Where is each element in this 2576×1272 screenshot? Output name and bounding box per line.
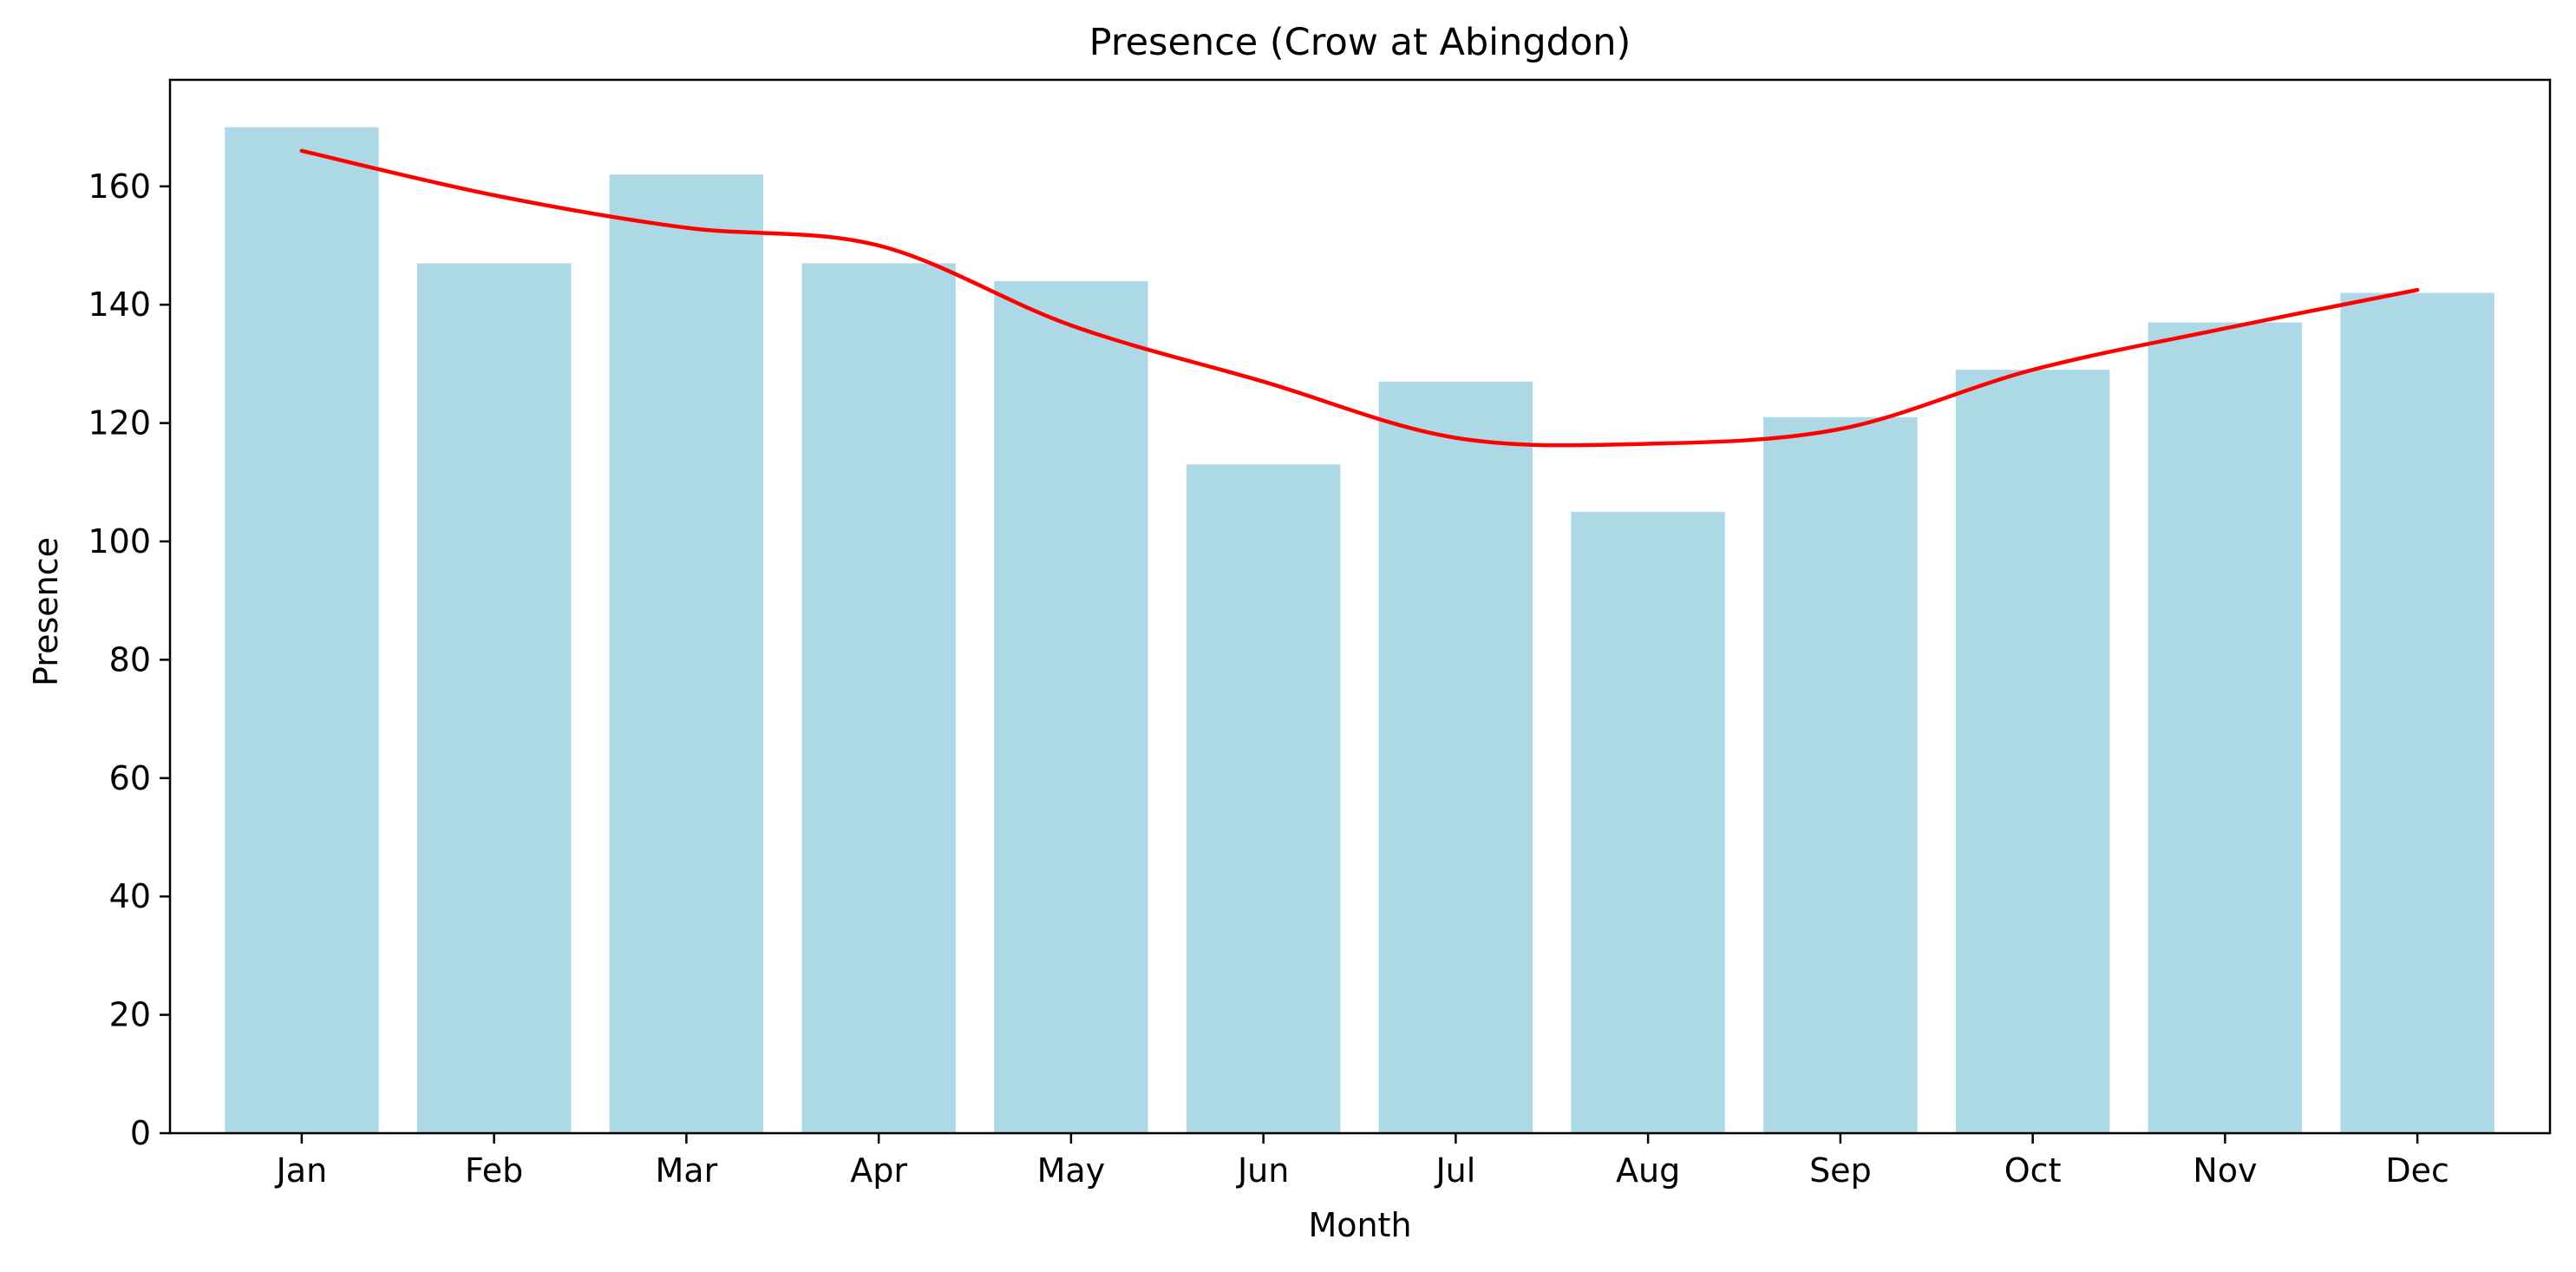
y-tick-label: 140 — [88, 285, 151, 324]
bar-sep — [1763, 416, 1918, 1133]
x-tick-label: Jun — [1236, 1151, 1289, 1190]
bar-aug — [1571, 511, 1725, 1133]
x-axis-label: Month — [1308, 1206, 1411, 1244]
x-tick-label: Aug — [1616, 1151, 1680, 1190]
bar-may — [994, 280, 1148, 1133]
x-tick-label: Nov — [2193, 1151, 2257, 1190]
chart-title: Presence (Crow at Abingdon) — [1089, 21, 1631, 64]
y-axis-ticks: 0 20 40 60 80 100 120 140 160 — [88, 167, 170, 1152]
x-tick-label: Feb — [465, 1151, 523, 1190]
y-tick-label: 80 — [109, 640, 151, 679]
y-tick-label: 60 — [109, 759, 151, 797]
y-tick-label: 100 — [88, 522, 151, 561]
bars — [225, 127, 2494, 1134]
bar-feb — [416, 263, 572, 1133]
x-tick-label: Dec — [2385, 1151, 2449, 1190]
x-tick-label: May — [1037, 1151, 1106, 1190]
bar-oct — [1955, 370, 2110, 1133]
y-tick-label: 120 — [88, 404, 151, 443]
bar-mar — [609, 174, 764, 1134]
y-tick-label: 40 — [109, 877, 151, 915]
bar-jul — [1378, 381, 1533, 1134]
bar-jun — [1186, 464, 1341, 1133]
bar-apr — [801, 263, 956, 1133]
y-tick-label: 160 — [88, 167, 151, 206]
x-tick-label: Apr — [850, 1151, 907, 1190]
y-tick-label: 0 — [130, 1114, 151, 1152]
bar-dec — [2340, 292, 2494, 1133]
x-tick-label: Mar — [656, 1151, 718, 1190]
x-axis-ticks: Jan Feb Mar Apr May Jun Jul Aug Sep Oct Nov Dec — [275, 1133, 2449, 1190]
x-tick-label: Jul — [1434, 1151, 1475, 1190]
trend-line — [299, 148, 2420, 448]
bar-jan — [225, 127, 379, 1134]
y-tick-label: 20 — [109, 996, 151, 1034]
trend-line-group — [299, 148, 2420, 448]
x-tick-label: Sep — [1809, 1151, 1872, 1190]
y-axis-label: Presence — [27, 537, 65, 686]
plot-frame — [168, 78, 2552, 1135]
x-tick-label: Jan — [275, 1151, 328, 1190]
x-tick-label: Oct — [2004, 1151, 2062, 1190]
bar-nov — [2148, 322, 2303, 1133]
